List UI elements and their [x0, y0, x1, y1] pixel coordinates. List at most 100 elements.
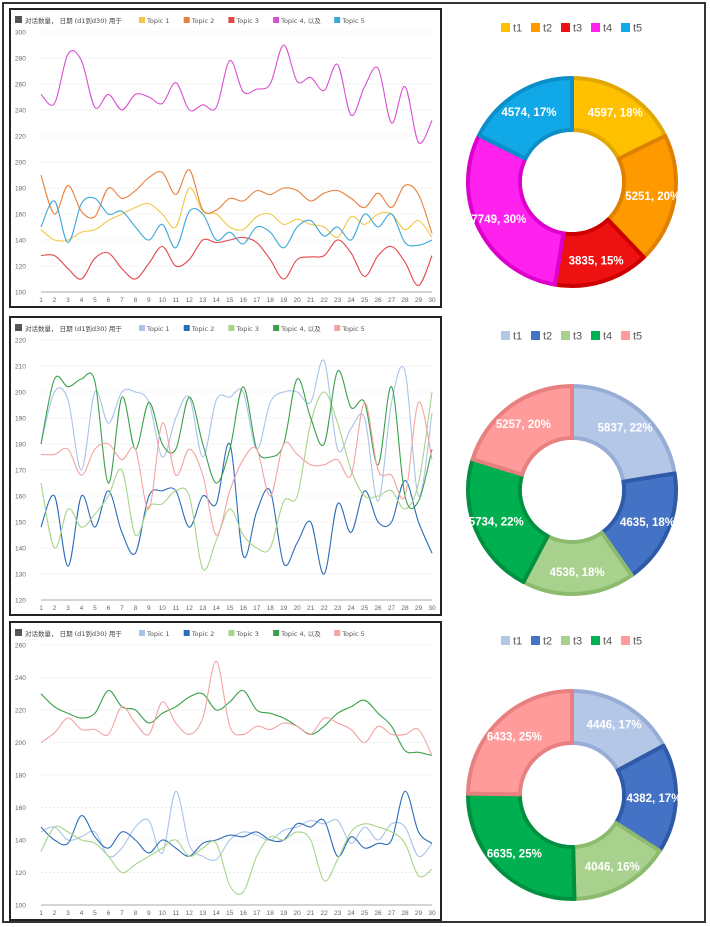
x-tick-label: 18: [267, 297, 275, 304]
legend-label-t1: t1: [513, 23, 522, 35]
x-tick-label: 1: [39, 605, 43, 612]
x-tick-label: 10: [159, 605, 167, 612]
series-line-2: [40, 790, 433, 857]
series-line-3: [40, 823, 433, 895]
x-tick-label: 7: [120, 910, 124, 917]
donut-chart-3: t1 t2 t3 t4 t5 4446, 17% 4382, 17% 4046, 16% 663…: [466, 636, 681, 901]
x-tick-label: 5: [93, 910, 97, 917]
series-line-1: [40, 359, 433, 502]
x-tick-label: 15: [226, 605, 234, 612]
x-tick-label: 7: [120, 605, 124, 612]
x-tick-label: 7: [120, 297, 124, 304]
y-tick-label: 100: [15, 290, 26, 297]
legend-label-t4: t4: [603, 636, 612, 648]
legend-label-5: Topic 5: [341, 325, 365, 333]
x-tick-label: 30: [428, 910, 436, 917]
legend-swatch-t5: [621, 23, 630, 32]
slice-t4: [466, 791, 577, 901]
legend-label-2: Topic 2: [191, 17, 215, 25]
donut-hole: [522, 132, 622, 232]
legend-swatch-1: [139, 325, 145, 331]
line-chart-3-panel: 对话数量， 日期 (d1到d30) 用于 Topic 1 Topic 2 Topic …: [9, 621, 442, 921]
x-tick-label: 24: [347, 910, 355, 917]
x-tick-label: 28: [401, 910, 409, 917]
legend-label-3: Topic 3: [235, 17, 259, 25]
donut-chart-2-panel: t1 t2 t3 t4 t5 5837, 22% 4635, 18% 4536, 18% 573…: [452, 316, 707, 616]
x-tick-label: 12: [186, 297, 194, 304]
legend-caption: 对话数量， 日期 (d1到d30) 用于: [25, 324, 122, 333]
x-tick-label: 20: [294, 910, 302, 917]
legend-swatch-t1: [501, 636, 510, 645]
legend-swatch-t5: [621, 331, 630, 340]
x-tick-label: 27: [388, 297, 396, 304]
legend-swatch-t3: [561, 331, 570, 340]
donut-chart-3-panel: t1 t2 t3 t4 t5 4446, 17% 4382, 17% 4046, 16% 663…: [452, 621, 707, 921]
y-tick-label: 300: [15, 30, 26, 37]
x-tick-label: 10: [159, 910, 167, 917]
legend-label-t4: t4: [603, 331, 612, 343]
x-tick-label: 3: [66, 297, 70, 304]
legend-swatch-5: [334, 17, 341, 23]
y-tick-label: 160: [15, 805, 26, 812]
donut-hole: [522, 745, 622, 845]
y-tick-label: 100: [15, 903, 26, 910]
legend-label-t2: t2: [543, 331, 552, 343]
slice-label-t1: 4446, 17%: [587, 720, 642, 732]
donut-chart-2: t1 t2 t3 t4 t5 5837, 22% 4635, 18% 4536, 18% 573…: [466, 331, 678, 596]
legend-swatch-t2: [531, 23, 540, 32]
legend-swatch-t4: [591, 331, 600, 340]
series-line-1: [40, 187, 433, 242]
legend-swatch-5: [334, 325, 341, 331]
legend-swatch-3: [228, 17, 235, 23]
slice-t5: [466, 689, 574, 797]
x-tick-label: 19: [280, 297, 288, 304]
y-tick-label: 160: [15, 494, 26, 501]
x-tick-label: 27: [388, 910, 396, 917]
x-tick-label: 9: [147, 605, 151, 612]
legend-label-t2: t2: [543, 23, 552, 35]
x-tick-label: 9: [147, 297, 151, 304]
y-tick-label: 150: [15, 520, 26, 527]
x-tick-label: 24: [347, 297, 355, 304]
legend-label-1: Topic 1: [146, 17, 170, 25]
y-tick-label: 140: [15, 546, 26, 553]
legend-swatch-4: [273, 630, 280, 636]
legend-label-t2: t2: [543, 636, 552, 648]
legend-swatch-t2: [531, 636, 540, 645]
legend-label-t3: t3: [573, 331, 582, 343]
y-tick-label: 220: [15, 134, 26, 141]
series-line-5: [40, 660, 433, 756]
legend-label-2: Topic 2: [191, 325, 215, 333]
x-tick-label: 21: [307, 605, 315, 612]
x-tick-label: 6: [107, 605, 111, 612]
x-tick-label: 3: [66, 605, 70, 612]
legend-label-2: Topic 2: [191, 630, 215, 638]
legend-marker: [15, 629, 22, 636]
x-tick-label: 13: [199, 297, 207, 304]
legend-label-1: Topic 1: [146, 325, 170, 333]
y-tick-label: 220: [15, 338, 26, 345]
y-tick-label: 260: [15, 643, 26, 650]
x-tick-label: 12: [186, 910, 194, 917]
legend-swatch-2: [183, 17, 190, 23]
legend-caption: 对话数量， 日期 (d1到d30) 用于: [25, 16, 122, 25]
y-tick-label: 130: [15, 572, 26, 579]
x-tick-label: 21: [307, 297, 315, 304]
donut-hole: [522, 440, 622, 540]
legend-swatch-3: [228, 325, 235, 331]
series-line-1: [40, 790, 433, 862]
x-tick-label: 12: [186, 605, 194, 612]
x-tick-label: 23: [334, 297, 342, 304]
slice-label-t4: 6635, 25%: [487, 848, 542, 860]
legend-label-5: Topic 5: [341, 17, 365, 25]
legend-swatch-t4: [591, 23, 600, 32]
x-tick-label: 17: [253, 297, 261, 304]
legend-swatch-t1: [501, 331, 510, 340]
y-tick-label: 140: [15, 238, 26, 245]
legend: 对话数量， 日期 (d1到d30) 用于 Topic 1 Topic 2 Topic …: [15, 629, 365, 638]
x-tick-label: 13: [199, 605, 207, 612]
series-line-4: [40, 370, 433, 510]
slice-label-t2: 4382, 17%: [626, 793, 681, 805]
y-tick-label: 180: [15, 773, 26, 780]
x-tick-label: 21: [307, 910, 315, 917]
